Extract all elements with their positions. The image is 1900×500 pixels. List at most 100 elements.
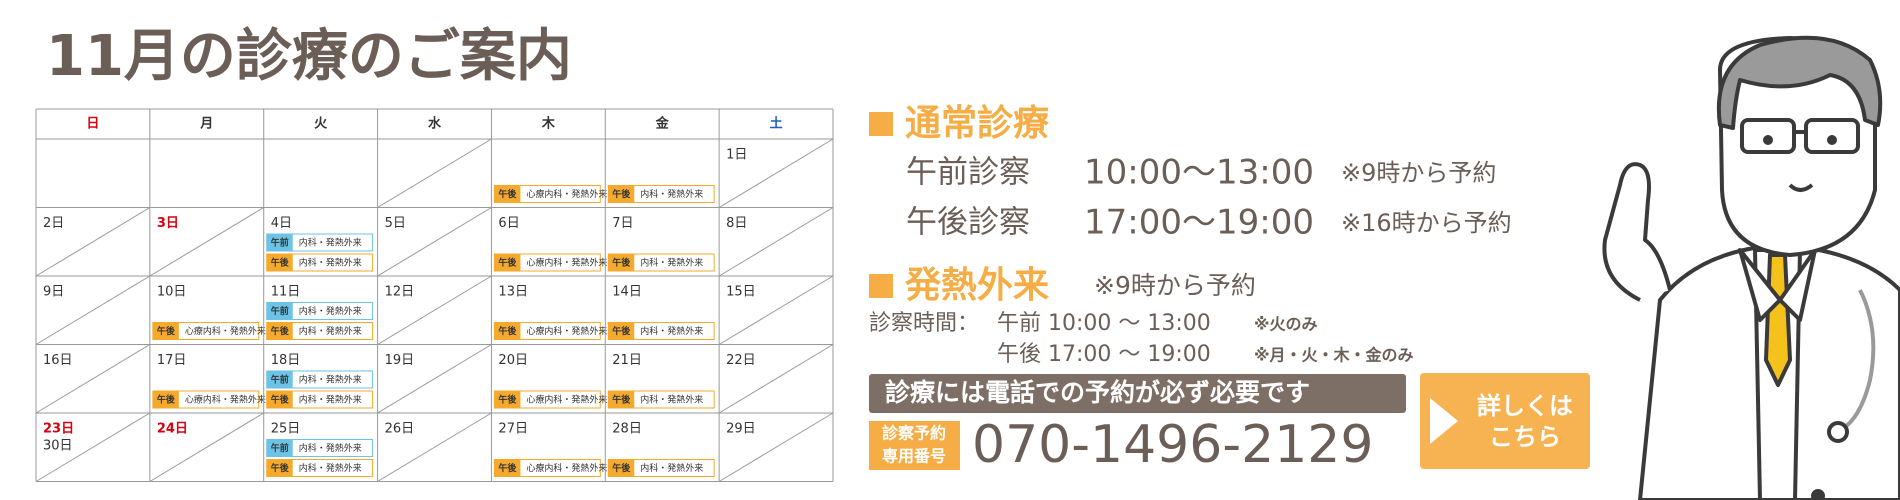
closed-mark (149, 412, 264, 482)
button-text[interactable]: 詳しくは (1477, 392, 1573, 420)
date: 29日 (726, 422, 756, 437)
bullet (869, 274, 893, 298)
badge-dept: 内科・発熱外来 (299, 462, 362, 474)
badge-dept: 内科・発熱外来 (299, 325, 362, 337)
date: 20日 (498, 353, 528, 368)
badge-time: 午後 (612, 188, 631, 200)
badge-tag (266, 371, 293, 388)
date: 25日 (271, 422, 301, 437)
date: 1日 (726, 148, 747, 163)
badge-dept: 内科・発熱外来 (299, 237, 362, 249)
badge-dept: 心療内科・発熱外来 (185, 325, 266, 337)
badge-tag (266, 322, 293, 340)
date: 16日 (43, 353, 73, 368)
closed-mark (35, 207, 151, 277)
badge-tag (494, 254, 521, 271)
row-label: 午前診察 (906, 155, 1030, 191)
doctor-illustration (1602, 35, 1900, 500)
badge-tag (266, 439, 293, 457)
hours-time: 午後 17:00 ～ 19:00 (997, 342, 1211, 367)
hours-label: 診察時間： (869, 311, 979, 336)
date: 30日 (43, 439, 73, 454)
section-heading: 通常診療 (905, 103, 1049, 144)
section-note: ※9時から予約 (1094, 271, 1256, 300)
button-text[interactable]: こちら (1489, 423, 1561, 451)
row-note: ※9時から予約 (1341, 159, 1496, 187)
closed-mark (718, 412, 834, 482)
badge-time: 午前 (271, 442, 289, 454)
badge-time: 午前 (271, 305, 289, 317)
date: 14日 (612, 285, 642, 300)
badge-tag (152, 391, 179, 408)
badge-tag (608, 185, 635, 203)
badge-dept: 心療内科・発熱外来 (526, 188, 607, 200)
closed-mark (718, 275, 834, 345)
date: 27日 (498, 422, 528, 437)
row-label: 午後診察 (906, 205, 1030, 241)
badge-dept: 心療内科・発熱外来 (526, 257, 607, 269)
badge-tag (266, 459, 293, 477)
closed-mark (35, 275, 151, 345)
closed-mark (149, 207, 264, 277)
badge-dept: 内科・発熱外来 (640, 257, 703, 269)
badge-time: 午後 (157, 394, 176, 406)
badge-tag (494, 185, 521, 203)
phone-label: 診察予約 (882, 424, 946, 443)
badge-time: 午後 (612, 462, 631, 474)
weekday-header: 火 (314, 117, 328, 132)
badge-dept: 内科・発熱外来 (299, 442, 362, 454)
date: 3日 (157, 216, 179, 231)
closed-mark (377, 138, 492, 208)
date: 9日 (43, 285, 64, 300)
date: 22日 (726, 353, 756, 368)
badge-tag (494, 322, 521, 340)
badge-tag (266, 234, 293, 251)
badge-dept: 内科・発熱外来 (640, 462, 703, 474)
date: 18日 (271, 353, 301, 368)
badge-dept: 内科・発熱外来 (299, 257, 362, 269)
closed-mark (35, 412, 151, 482)
closed-mark (377, 344, 492, 414)
badge-dept: 心療内科・発熱外来 (526, 394, 607, 406)
phone-label-box (869, 421, 960, 470)
badge-dept: 内科・発熱外来 (640, 325, 703, 337)
badge-dept: 内科・発熱外来 (299, 374, 362, 386)
phone-number: 070-1496-2129 (972, 415, 1373, 475)
badge-time: 午後 (612, 325, 631, 337)
date: 17日 (157, 353, 187, 368)
notice-bar (869, 374, 1406, 413)
hours-note: ※火のみ (1254, 315, 1318, 334)
closed-mark (35, 344, 151, 414)
date: 13日 (498, 285, 528, 300)
badge-time: 午後 (498, 257, 517, 269)
badge-tag (152, 322, 179, 340)
badge-tag (608, 459, 635, 477)
date: 12日 (385, 285, 415, 300)
weekday-header: 土 (770, 116, 783, 132)
date: 7日 (612, 216, 633, 231)
badge-tag (608, 254, 635, 271)
badge-tag (266, 391, 293, 408)
badge-dept: 内科・発熱外来 (299, 305, 362, 317)
date: 26日 (385, 422, 415, 437)
weekday-header: 水 (428, 116, 442, 132)
closed-mark (377, 207, 492, 277)
badge-tag (608, 391, 635, 408)
badge-dept: 内科・発熱外来 (640, 394, 703, 406)
badge-time: 午後 (271, 257, 290, 269)
hours-time: 午前 10:00 ～ 13:00 (997, 311, 1211, 336)
phone-label: 専用番号 (882, 447, 946, 466)
weekday-header: 日 (86, 117, 99, 132)
badge-time: 午前 (271, 374, 289, 386)
details-button[interactable]: 詳しくは こちら (1420, 373, 1590, 469)
date: 15日 (726, 285, 756, 300)
badge-tag (266, 302, 293, 320)
badge-time: 午後 (612, 394, 631, 406)
date: 28日 (612, 422, 642, 437)
button-bg[interactable] (1420, 373, 1590, 469)
closed-mark (718, 138, 834, 208)
badge-time: 午後 (498, 325, 517, 337)
badge-dept: 心療内科・発熱外来 (526, 325, 607, 337)
